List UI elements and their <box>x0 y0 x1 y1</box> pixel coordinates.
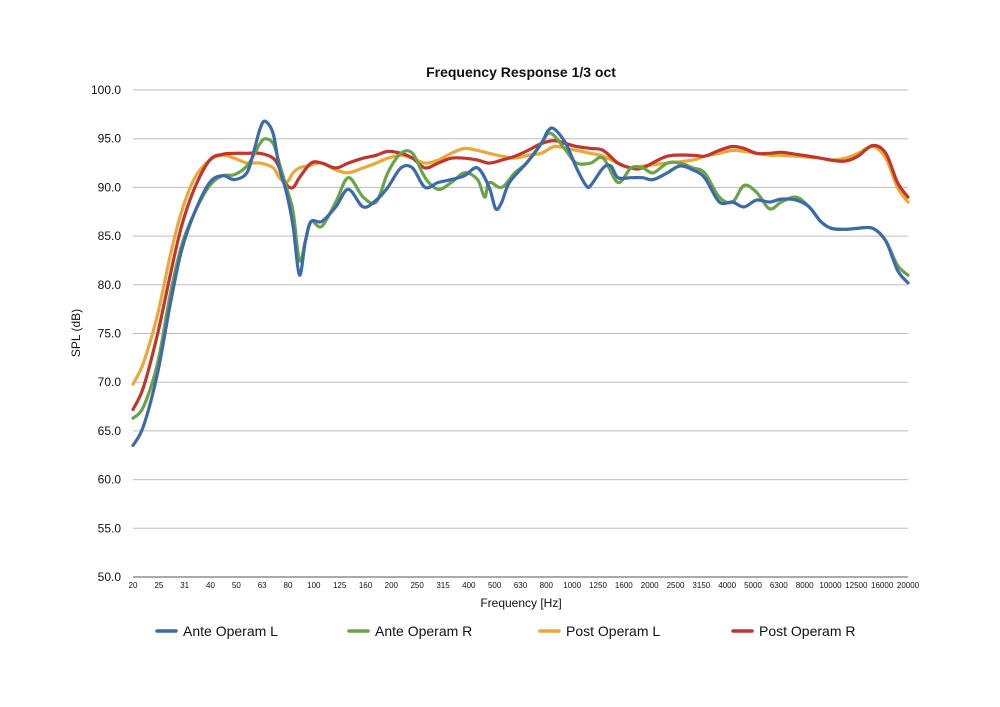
legend-label: Post Operam L <box>566 623 660 639</box>
x-tick-label: 2000 <box>641 581 659 590</box>
y-tick-label: 50.0 <box>98 570 122 584</box>
x-tick-label: 12500 <box>845 581 868 590</box>
grid-lines <box>133 89 908 578</box>
x-tick-label: 160 <box>359 581 373 590</box>
x-tick-labels: 20 25 31 40 50 63 80 100 125 160 200 250 315 400 500 63… <box>129 581 920 590</box>
series-line-ante-operam-l <box>131 119 910 448</box>
y-tick-label: 65.0 <box>98 424 122 438</box>
x-axis-label: Frequency [Hz] <box>480 596 561 610</box>
y-tick-label: 75.0 <box>98 327 122 341</box>
y-tick-label: 80.0 <box>98 278 122 292</box>
x-tick-label: 20 <box>129 581 138 590</box>
x-tick-label: 500 <box>488 581 502 590</box>
x-tick-label: 6300 <box>770 581 788 590</box>
x-tick-label: 630 <box>514 581 528 590</box>
series-line-post-operam-l <box>131 144 910 386</box>
x-tick-label: 250 <box>410 581 424 590</box>
x-tick-label: 1000 <box>563 581 581 590</box>
x-tick-label: 4000 <box>718 581 736 590</box>
x-tick-label: 5000 <box>744 581 762 590</box>
legend: Ante Operam L Ante Operam R Post Operam L P… <box>155 623 855 639</box>
x-tick-label: 400 <box>462 581 476 590</box>
series-lines <box>131 119 910 448</box>
x-tick-label: 2500 <box>667 581 685 590</box>
y-tick-label: 70.0 <box>98 375 122 389</box>
x-tick-label: 31 <box>180 581 189 590</box>
y-tick-label: 100.0 <box>91 83 121 97</box>
x-tick-label: 8000 <box>796 581 814 590</box>
x-tick-label: 1600 <box>615 581 633 590</box>
y-tick-labels: 50.0 55.0 60.0 65.0 70.0 75.0 80.0 85.0 90.0 95.0… <box>91 83 121 584</box>
x-tick-label: 80 <box>284 581 293 590</box>
y-tick-label: 55.0 <box>98 521 122 535</box>
x-tick-label: 25 <box>154 581 163 590</box>
x-tick-label: 20000 <box>897 581 920 590</box>
series-line-post-operam-r <box>131 139 910 412</box>
chart-title: Frequency Response 1/3 oct <box>426 64 616 80</box>
x-tick-label: 200 <box>385 581 399 590</box>
x-tick-label: 63 <box>258 581 267 590</box>
x-tick-label: 10000 <box>819 581 842 590</box>
x-tick-label: 16000 <box>871 581 894 590</box>
x-tick-label: 3150 <box>692 581 710 590</box>
x-tick-label: 800 <box>540 581 554 590</box>
x-tick-label: 315 <box>436 581 450 590</box>
legend-label: Post Operam R <box>759 623 855 639</box>
x-tick-label: 50 <box>232 581 241 590</box>
x-tick-label: 40 <box>206 581 215 590</box>
x-tick-label: 125 <box>333 581 347 590</box>
y-tick-label: 90.0 <box>98 180 122 194</box>
x-tick-label: 1250 <box>589 581 607 590</box>
y-tick-label: 95.0 <box>98 132 122 146</box>
y-tick-label: 85.0 <box>98 229 122 243</box>
x-tick-label: 100 <box>307 581 321 590</box>
y-tick-label: 60.0 <box>98 473 122 487</box>
legend-label: Ante Operam R <box>375 623 472 639</box>
legend-label: Ante Operam L <box>183 623 278 639</box>
series-line-ante-operam-r <box>131 131 910 420</box>
y-axis-label: SPL (dB) <box>69 309 83 357</box>
